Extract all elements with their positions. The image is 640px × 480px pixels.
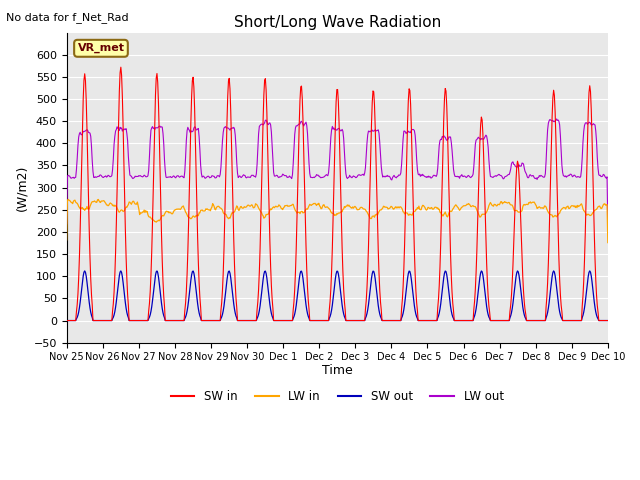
Text: No data for f_Net_Rad: No data for f_Net_Rad xyxy=(6,12,129,23)
Legend: SW in, LW in, SW out, LW out: SW in, LW in, SW out, LW out xyxy=(166,385,508,408)
Text: VR_met: VR_met xyxy=(77,43,124,53)
Y-axis label: (W/m2): (W/m2) xyxy=(15,165,28,211)
X-axis label: Time: Time xyxy=(322,364,353,377)
Title: Short/Long Wave Radiation: Short/Long Wave Radiation xyxy=(234,15,441,30)
